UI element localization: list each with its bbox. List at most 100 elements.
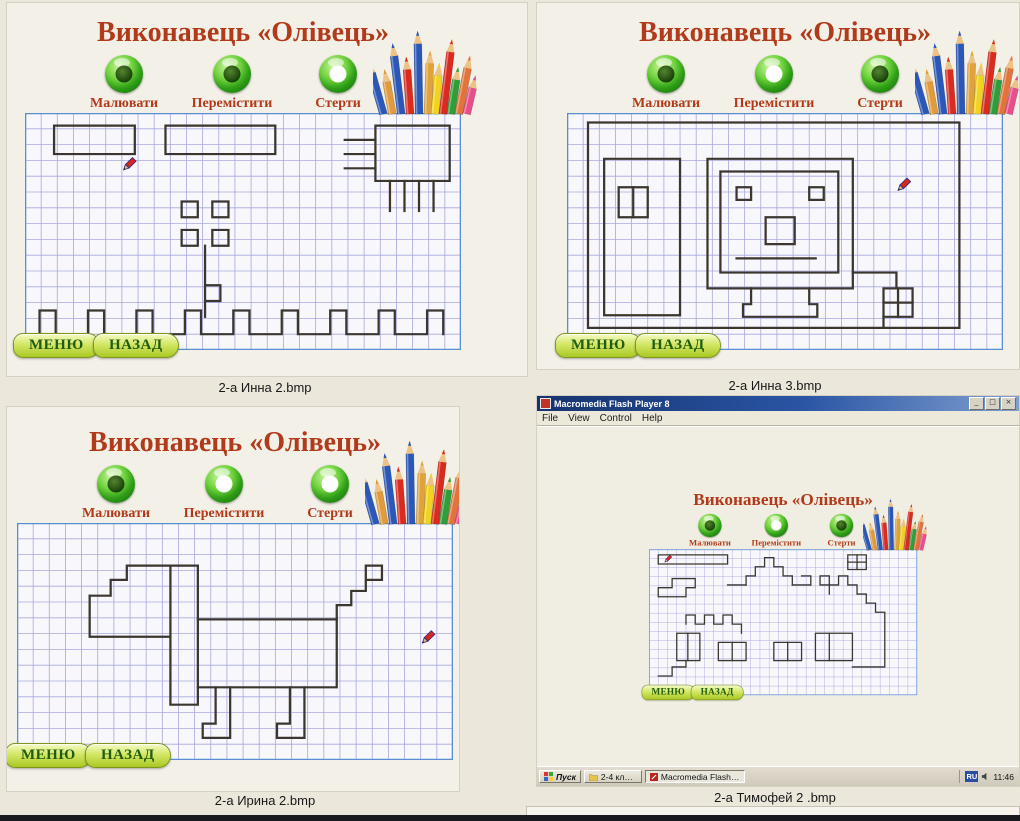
move-label: Перемістити xyxy=(751,538,802,549)
task-label: Macromedia Flash Pla... xyxy=(660,771,740,782)
olivets-app: Виконавець «Олівець» Малювати Перемістит… xyxy=(555,5,1019,369)
tool-move: Перемістити xyxy=(742,513,810,549)
drawing-canvas[interactable] xyxy=(567,113,1003,350)
menu-control[interactable]: Control xyxy=(599,412,632,424)
draw-button-state xyxy=(704,520,716,531)
pencils-image xyxy=(359,413,459,527)
close-button[interactable]: × xyxy=(1001,397,1016,410)
erase-label: Стерти xyxy=(857,96,903,111)
draw-label: Малювати xyxy=(688,538,731,549)
tool-draw: Малювати xyxy=(69,55,179,112)
pencils-image xyxy=(909,3,1019,117)
menu-button[interactable]: МЕНЮ xyxy=(13,333,100,358)
erase-button-state xyxy=(329,65,347,83)
draw-button-state xyxy=(657,65,675,83)
tool-move: Перемістити xyxy=(169,465,279,522)
draw-button-state xyxy=(115,65,133,83)
back-button[interactable]: НАЗАД xyxy=(85,743,171,768)
back-button[interactable]: НАЗАД xyxy=(690,684,744,701)
menu-button[interactable]: МЕНЮ xyxy=(7,743,92,768)
olivets-app: Виконавець «Олівець» Малювати Перемістит… xyxy=(13,5,477,376)
drawing-canvas[interactable] xyxy=(25,113,461,350)
tool-erase: Стерти xyxy=(275,465,385,522)
draw-button[interactable] xyxy=(105,55,143,93)
minimize-button[interactable]: _ xyxy=(969,397,984,410)
erase-button[interactable] xyxy=(311,465,349,503)
screenshot-irina2: Виконавець «Олівець» Малювати Перемістит… xyxy=(6,406,460,792)
task-label: 2-4 классы xyxy=(600,771,637,782)
window-controls: _ □ × xyxy=(969,397,1016,410)
erase-label: Стерти xyxy=(307,506,353,521)
olivets-app: Виконавець «Олівець» Малювати Перемістит… xyxy=(7,415,459,787)
erase-button[interactable] xyxy=(829,513,854,538)
menu-button[interactable]: МЕНЮ xyxy=(555,333,642,358)
flash-icon xyxy=(649,772,658,781)
tool-draw: Малювати xyxy=(61,465,171,522)
erase-button[interactable] xyxy=(319,55,357,93)
erase-button-state xyxy=(321,475,339,493)
flash-content: Виконавець «Олівець» Малювати Перемістит… xyxy=(537,426,1019,766)
pencils-image xyxy=(367,3,477,117)
system-tray: RU 11:46 xyxy=(959,770,1017,783)
app-title: Виконавець «Олівець» xyxy=(89,427,381,458)
start-button[interactable]: Пуск xyxy=(539,770,581,783)
menu-button[interactable]: МЕНЮ xyxy=(641,684,695,701)
tool-erase: Стерти xyxy=(808,513,876,549)
screenshot-flash-desktop: Macromedia Flash Player 8 _ □ × File Vie… xyxy=(536,395,1020,787)
move-label: Перемістити xyxy=(733,96,815,111)
clock: 11:46 xyxy=(993,771,1014,782)
taskbar-item-flash[interactable]: Macromedia Flash Pla... xyxy=(644,770,745,783)
draw-label: Малювати xyxy=(81,506,151,521)
tool-move: Перемістити xyxy=(177,55,287,112)
draw-label: Малювати xyxy=(89,96,159,111)
tool-erase: Стерти xyxy=(825,55,935,112)
pencils-image xyxy=(859,482,927,552)
screenshot-inna3: Виконавець «Олівець» Малювати Перемістит… xyxy=(536,2,1020,370)
tool-move: Перемістити xyxy=(719,55,829,112)
draw-button[interactable] xyxy=(97,465,135,503)
windows-logo-icon xyxy=(544,772,553,781)
folder-icon xyxy=(588,774,598,781)
draw-label: Малювати xyxy=(631,96,701,111)
taskbar-item-folder[interactable]: 2-4 классы xyxy=(583,770,642,783)
caption: 2-а Инна 2.bmp xyxy=(218,380,312,395)
speaker-icon[interactable] xyxy=(981,772,990,781)
app-title: Виконавець «Олівець» xyxy=(693,490,873,510)
tool-erase: Стерти xyxy=(283,55,393,112)
draw-button[interactable] xyxy=(647,55,685,93)
flash-menubar: File View Control Help xyxy=(537,411,1019,426)
drawing-canvas[interactable] xyxy=(17,523,453,760)
move-button-state xyxy=(771,520,782,531)
back-button[interactable]: НАЗАД xyxy=(93,333,179,358)
move-button-state xyxy=(215,475,233,493)
draw-button[interactable] xyxy=(698,513,722,538)
erase-label: Стерти xyxy=(315,96,361,111)
app-title: Виконавець «Олівець» xyxy=(639,17,931,48)
move-label: Перемістити xyxy=(183,506,265,521)
drawing-canvas[interactable] xyxy=(649,549,918,696)
flash-window-titlebar[interactable]: Macromedia Flash Player 8 _ □ × xyxy=(537,396,1019,411)
menu-file[interactable]: File xyxy=(542,412,559,424)
tool-draw: Малювати xyxy=(611,55,721,112)
olivets-app: Виконавець «Олівець» Малювати Перемістит… xyxy=(641,483,927,712)
move-button[interactable] xyxy=(205,465,243,503)
olivets-app-scaled: Виконавець «Олівець» Малювати Перемістит… xyxy=(641,483,927,712)
draw-button-state xyxy=(107,475,125,493)
erase-button-state xyxy=(871,65,889,83)
back-button[interactable]: НАЗАД xyxy=(635,333,721,358)
screenshot-inna2: Виконавець «Олівець» Малювати Перемістит… xyxy=(6,2,528,377)
move-button[interactable] xyxy=(764,513,788,538)
move-button[interactable] xyxy=(755,55,793,93)
language-indicator[interactable]: RU xyxy=(965,771,979,782)
erase-button[interactable] xyxy=(861,55,899,93)
app-title: Виконавець «Олівець» xyxy=(97,17,389,48)
menu-view[interactable]: View xyxy=(568,412,590,424)
menu-help[interactable]: Help xyxy=(641,412,663,424)
maximize-button[interactable]: □ xyxy=(985,397,1000,410)
tool-draw: Малювати xyxy=(676,513,744,549)
move-button[interactable] xyxy=(213,55,251,93)
move-button-state xyxy=(223,65,241,83)
caption: 2-а Тимофей 2 .bmp xyxy=(714,790,836,805)
move-label: Перемістити xyxy=(191,96,273,111)
taskbar: Пуск 2-4 классы Macromedia Flash Pla... … xyxy=(537,766,1019,786)
